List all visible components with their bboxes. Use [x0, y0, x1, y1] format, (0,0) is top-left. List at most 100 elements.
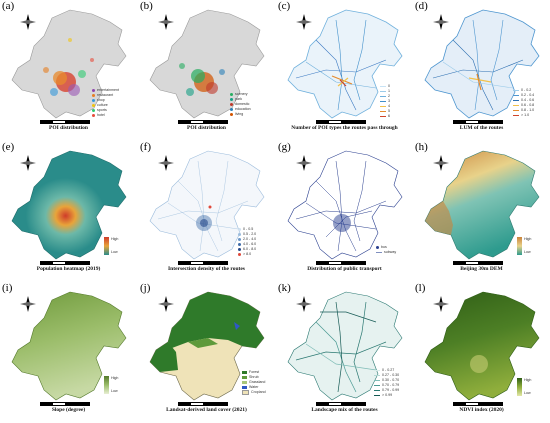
- panel-caption: Landscape mix of the routes: [311, 407, 378, 413]
- legend-item: park: [230, 97, 251, 102]
- legend-item: 0.27 - 0.30: [374, 373, 399, 378]
- beijing-region-shape: [149, 9, 265, 119]
- legend-swatch: [380, 91, 386, 92]
- panel-label: (c): [278, 0, 291, 12]
- panel-label: (h): [415, 141, 428, 153]
- legend: 0 - 0.27 0.27 - 0.30 0.30 - 0.70 0.70 - …: [374, 368, 399, 398]
- legend-swatch: [238, 248, 241, 251]
- legend-swatch: [242, 376, 247, 379]
- north-arrow-icon: [158, 296, 174, 312]
- panel-caption: Intersection density of the routes: [168, 266, 245, 272]
- legend-low-label: Low: [524, 391, 531, 395]
- legend-swatch: [513, 105, 519, 106]
- panel-h: (h) High Low Beijing 30m DEM: [413, 141, 550, 282]
- panel-d: (d) 0 - 0.2 0.2 - 0.4 0.4 - 0.6 0.6 - 0.…: [413, 0, 550, 141]
- legend-item: education: [230, 107, 251, 112]
- panel-caption: Slope (degree): [51, 407, 86, 413]
- legend-swatch: [238, 228, 241, 231]
- legend-swatch: [374, 375, 380, 376]
- legend-item: 0.70 - 0.79: [374, 383, 399, 388]
- legend-swatch: [374, 385, 380, 386]
- water-body: [234, 322, 240, 330]
- legend-item: culture: [92, 103, 119, 108]
- panel-label: (f): [140, 141, 151, 153]
- legend-item: Water: [242, 385, 266, 390]
- legend: 0 - 0.5 0.5 - 2.0 2.0 - 4.0 4.0 - 6.0 6.…: [238, 227, 256, 257]
- scale-bar: [453, 261, 503, 265]
- legend: scenery park domestic education living: [230, 92, 251, 117]
- legend-swatch: [230, 98, 233, 101]
- shrub-area: [188, 338, 218, 348]
- legend-item: Forest: [242, 370, 266, 375]
- panel-label: (j): [140, 282, 151, 294]
- legend-item: 0 - 0.5: [238, 227, 256, 232]
- legend-high-label: High: [524, 378, 532, 382]
- legend-swatch: [238, 238, 241, 241]
- legend-swatch: [230, 113, 233, 116]
- legend-swatch: [513, 115, 519, 116]
- legend-item: 0.5 - 2.0: [238, 232, 256, 237]
- north-arrow-icon: [433, 14, 449, 30]
- panel-caption: LUM of the routes: [459, 125, 504, 131]
- legend-swatch: [238, 233, 241, 236]
- legend-swatch: [374, 395, 380, 396]
- legend-item: 0.79 - 0.99: [374, 388, 399, 393]
- legend-swatch: [230, 93, 233, 96]
- route-lines: [432, 19, 524, 111]
- legend-item: restaurant: [92, 93, 119, 98]
- legend-item: 4.0 - 6.0: [238, 242, 256, 247]
- beijing-region-shape: [424, 291, 540, 401]
- beijing-region-shape: [287, 291, 403, 401]
- legend-swatch: [242, 390, 249, 395]
- panel-label: (g): [278, 141, 291, 153]
- north-arrow-icon: [433, 296, 449, 312]
- scale-bar: [453, 402, 503, 406]
- panel-e: (e) High Low Population heatmap (2019): [0, 141, 137, 282]
- scale-bar: [316, 402, 366, 406]
- panel-caption: Number of POI types the routes pass thro…: [291, 125, 398, 131]
- legend-item: 6.0 - 8.0: [238, 247, 256, 252]
- panel-caption: Distribution of public transport: [307, 266, 382, 272]
- legend-swatch: [380, 111, 386, 112]
- legend-swatch: [230, 103, 233, 106]
- panel-l: (l) High Low NDVI index (2020): [413, 282, 550, 423]
- legend-swatch: [380, 86, 386, 87]
- panel-k: (k) 0 - 0.27 0.27 - 0.30 0.30 - 0.70 0.7…: [276, 282, 413, 423]
- beijing-region-shape: [11, 291, 127, 401]
- panel-caption: Population heatmap (2019): [36, 266, 101, 272]
- legend-item: hotel: [92, 113, 119, 118]
- scale-bar: [40, 261, 90, 265]
- legend-swatch: [380, 96, 386, 97]
- legend-swatch: [238, 253, 241, 256]
- route-lines: [295, 19, 387, 111]
- north-arrow-icon: [20, 14, 36, 30]
- map-poi-a: [11, 9, 127, 119]
- legend-item: 2: [380, 94, 390, 99]
- scale-bar: [40, 120, 90, 124]
- legend-swatch: [92, 94, 95, 97]
- legend-swatch: [380, 116, 386, 117]
- legend-item: 0 - 0.27: [374, 368, 399, 373]
- panel-b: (b) scenery park domestic education livi…: [138, 0, 275, 141]
- beijing-region-shape: [424, 9, 540, 119]
- legend-swatch: [242, 371, 247, 374]
- legend-swatch: [376, 246, 379, 249]
- map-poi-b: [149, 9, 265, 119]
- route-lines: [157, 160, 249, 252]
- beijing-region-shape: [11, 9, 127, 119]
- legend-item: sports: [92, 108, 119, 113]
- map-ndvi: [424, 291, 540, 401]
- panel-caption: POI distribution: [187, 125, 226, 131]
- north-arrow-icon: [296, 14, 312, 30]
- beijing-region-shape: [287, 150, 403, 260]
- legend-swatch: [92, 114, 95, 117]
- panel-label: (i): [2, 282, 13, 294]
- scale-bar: [453, 120, 503, 124]
- panel-c: (c) 0 1 2 3 4 5 6 Number of POI types th…: [276, 0, 413, 141]
- poi-points: [43, 38, 94, 96]
- transport-core: [333, 214, 351, 232]
- map-dem: [424, 150, 540, 260]
- legend-swatch: [380, 106, 386, 107]
- legend-item: 3: [380, 99, 390, 104]
- legend-item: 6: [380, 114, 390, 119]
